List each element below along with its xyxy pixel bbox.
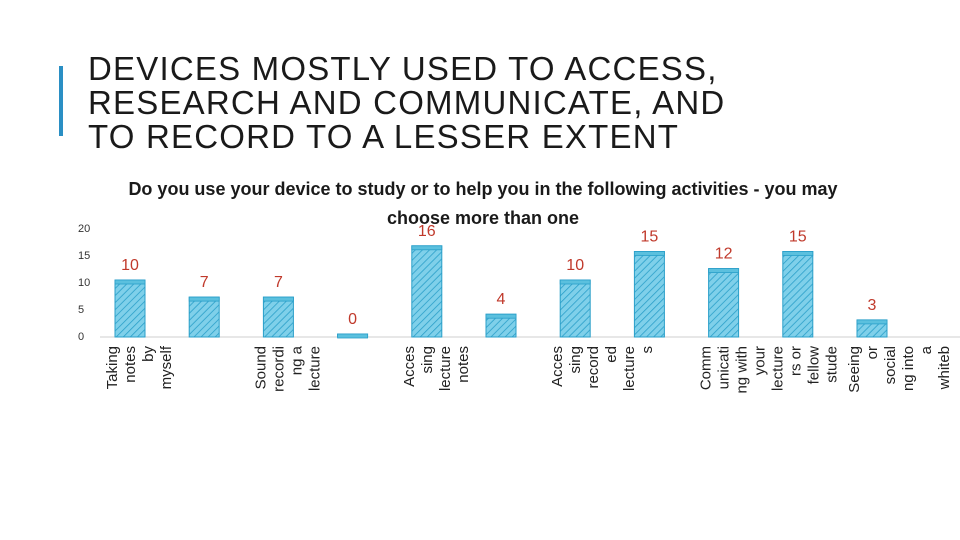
category-label: notes — [122, 346, 139, 383]
category-label: record — [585, 346, 602, 389]
bar-cap — [262, 296, 294, 302]
category-label: Taking — [104, 346, 121, 389]
data-label: 15 — [641, 229, 659, 246]
bar-cap — [114, 279, 146, 285]
data-label: 0 — [348, 311, 357, 328]
y-tick-label: 10 — [78, 277, 90, 289]
bars — [114, 245, 888, 339]
slide-title: DEVICES MOSTLY USED TO ACCESS, RESEARCH … — [88, 52, 848, 154]
bar-cap — [708, 268, 739, 274]
y-tick-label: 5 — [78, 304, 84, 316]
y-tick-label: 15 — [78, 250, 90, 262]
category-label: recordi — [270, 346, 287, 392]
title-accent-bar — [59, 66, 63, 136]
bar — [188, 296, 220, 338]
category-label: ng with — [734, 346, 751, 394]
bar-cap — [782, 251, 814, 256]
category-label: ng a — [288, 345, 305, 375]
data-labels: 10 7 7 0 16 4 10 15 12 15 3 — [121, 223, 876, 328]
bar-cap — [411, 245, 443, 251]
category-label: lecture — [306, 346, 323, 391]
category-label: ed — [603, 346, 620, 363]
data-label: 7 — [200, 274, 209, 291]
bar-cap — [559, 279, 591, 285]
category-label: lecture — [437, 346, 454, 391]
category-label: by — [140, 346, 157, 362]
bar-cap — [634, 251, 665, 256]
category-label: Comm — [698, 346, 715, 390]
chart-title: Do you use your device to study or to he… — [128, 179, 838, 228]
bar-cap — [188, 296, 220, 302]
bar — [633, 251, 665, 338]
category-label: Seeing — [846, 346, 863, 393]
slide-title-line-1: DEVICES MOSTLY USED TO ACCESS, — [88, 50, 718, 87]
y-tick-label: 20 — [78, 223, 90, 235]
category-label: a — [918, 345, 935, 354]
bar — [114, 279, 146, 338]
data-label: 10 — [566, 257, 584, 274]
data-label: 16 — [418, 223, 436, 240]
bar — [559, 279, 591, 338]
bar — [262, 296, 294, 338]
bar-cap — [856, 319, 888, 325]
bar — [782, 251, 814, 338]
category-label: sing — [567, 346, 584, 374]
category-label: myself — [158, 345, 175, 389]
data-label: 3 — [868, 297, 877, 314]
category-label: s — [639, 346, 656, 354]
y-axis: 0 5 10 15 20 — [78, 223, 960, 343]
slide-title-line-2: RESEARCH AND COMMUNICATE, AND — [88, 84, 726, 121]
category-label: lecture — [770, 346, 787, 391]
category-label: ng into — [900, 346, 917, 391]
category-label: rs or — [788, 346, 805, 376]
data-label: 10 — [121, 257, 139, 274]
category-label: Sound — [252, 346, 269, 389]
category-label: whiteb — [936, 346, 953, 390]
category-label: unicati — [716, 346, 733, 389]
category-label: notes — [455, 346, 472, 383]
category-label: or — [864, 346, 881, 359]
bar-cap — [485, 313, 517, 319]
data-label: 15 — [789, 229, 807, 246]
category-label: Acces — [549, 346, 566, 387]
bar-cap — [337, 333, 369, 339]
category-label: sing — [419, 346, 436, 374]
bar — [708, 268, 740, 338]
y-tick-label: 0 — [78, 331, 84, 343]
category-labels: Taking notes by myself Sound recordi ng a lectu… — [104, 345, 953, 393]
category-label: social — [882, 346, 899, 384]
category-label: fellow — [806, 346, 823, 385]
category-label: stude — [824, 346, 841, 383]
data-label: 12 — [715, 246, 733, 263]
bar — [411, 245, 443, 338]
category-label: your — [752, 346, 769, 375]
slide-title-line-3: TO RECORD TO A LESSER EXTENT — [88, 118, 680, 155]
category-label: lecture — [621, 346, 638, 391]
data-label: 4 — [497, 291, 506, 308]
data-label: 7 — [274, 274, 283, 291]
category-label: Acces — [401, 346, 418, 387]
